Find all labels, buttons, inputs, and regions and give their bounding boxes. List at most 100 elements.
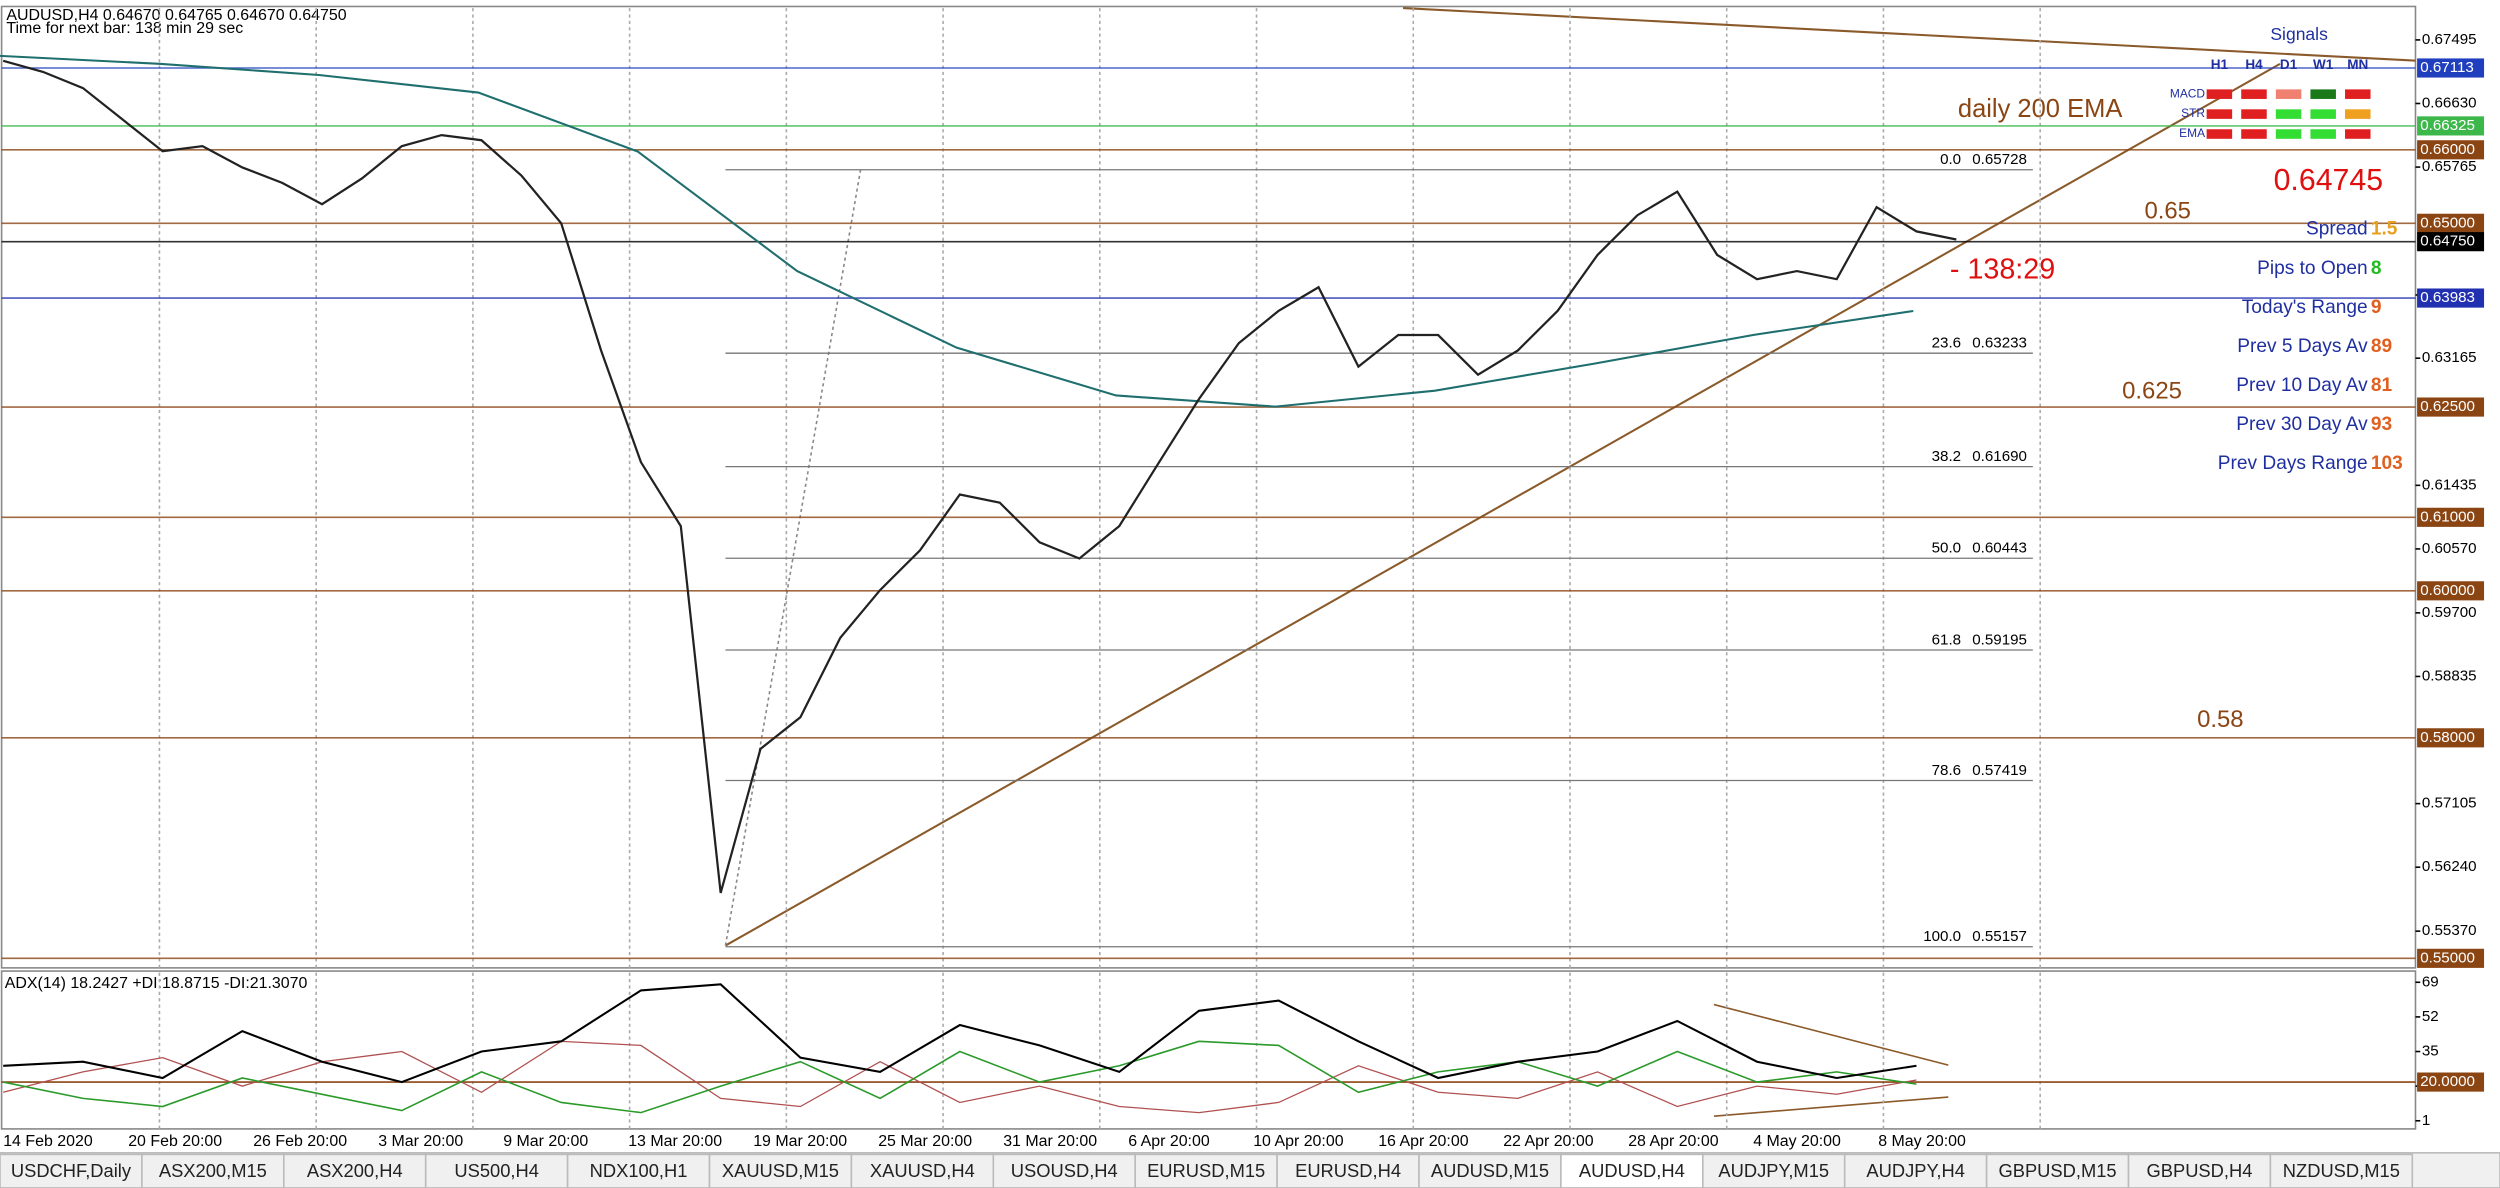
time-label: 31 Mar 20:00 (1003, 1133, 1097, 1150)
tab-label[interactable]: GBPUSD,M15 (1998, 1160, 2116, 1181)
time-label: 6 Apr 20:00 (1128, 1133, 1210, 1150)
adx-trend-line (1713, 1096, 1949, 1117)
tab-label[interactable]: EURUSD,H4 (1295, 1160, 1401, 1181)
plus-di-line (3, 1040, 1917, 1114)
fib-ratio: 38.2 (1932, 448, 1961, 465)
tab[interactable] (708, 1153, 853, 1188)
ema-200-line (0, 54, 1914, 408)
time-label: 10 Apr 20:00 (1253, 1133, 1344, 1150)
price-tick-label: 0.66630 (2422, 94, 2477, 111)
adx-line (3, 983, 1917, 1084)
signal-cell (2241, 89, 2267, 99)
stat-label: Prev 30 Day Av (2236, 414, 2368, 435)
signal-row-label: STR (2181, 106, 2205, 120)
level-label-bg (2417, 140, 2485, 160)
stat-value: 81 (2371, 375, 2393, 396)
level-label-bg (2417, 948, 2485, 968)
level-annotation: 0.58 (2197, 706, 2244, 733)
bid-price: 0.64745 (2274, 164, 2383, 197)
level-label: 0.61000 (2420, 508, 2475, 525)
tab[interactable] (141, 1153, 285, 1188)
signal-cell (2310, 109, 2336, 119)
time-label: 4 May 20:00 (1753, 1133, 1841, 1150)
tab[interactable] (1418, 1153, 1562, 1188)
stat-label: Today's Range (2242, 297, 2368, 318)
tab-label[interactable]: AUDJPY,M15 (1718, 1160, 1829, 1181)
tab[interactable] (1560, 1153, 1704, 1188)
tab[interactable] (2269, 1153, 2414, 1188)
tab[interactable] (283, 1153, 427, 1188)
price-tick-label: 0.65765 (2422, 158, 2477, 175)
signal-cell (2275, 89, 2302, 99)
level-annotation: 0.65 (2144, 197, 2191, 224)
stat-label: Prev 5 Days Av (2237, 336, 2368, 357)
tab-label[interactable]: XAUUSD,H4 (870, 1160, 975, 1181)
level-label-bg (2417, 288, 2485, 308)
time-label: 13 Mar 20:00 (628, 1133, 722, 1150)
fib-ratio: 61.8 (1932, 631, 1961, 648)
price-tick-label: 0.59700 (2422, 604, 2477, 621)
time-label: 22 Apr 20:00 (1503, 1133, 1594, 1150)
tab-label[interactable]: XAUUSD,M15 (722, 1160, 839, 1181)
adx-trend-line (1713, 1003, 1949, 1066)
tab-label[interactable]: USOUSD,H4 (1011, 1160, 1118, 1181)
level-label: 0.58000 (2420, 729, 2475, 746)
tab-label[interactable]: ASX200,M15 (159, 1160, 267, 1181)
level-label-bg (2417, 507, 2485, 527)
stat-label: Spread (2306, 219, 2368, 240)
stat-label: Pips to Open (2257, 258, 2368, 279)
tab-label[interactable]: AUDUSD,M15 (1431, 1160, 1549, 1181)
signal-cell (2345, 89, 2371, 99)
trend-line (724, 62, 2281, 947)
adx-panel (0, 970, 2417, 1130)
level-label: 0.55000 (2420, 949, 2475, 966)
level-label: 0.66325 (2420, 117, 2475, 134)
stat-label: Prev 10 Day Av (2236, 375, 2368, 396)
time-label: 26 Feb 20:00 (253, 1133, 347, 1150)
fib-price: 0.59195 (1972, 631, 2027, 648)
price-tick-label: 0.57105 (2422, 795, 2477, 812)
price-tick-label: 0.56240 (2422, 858, 2477, 875)
stat-value: 1.5 (2371, 219, 2398, 240)
fib-ratio: 50.0 (1932, 540, 1961, 557)
level-label: 0.63983 (2420, 289, 2475, 306)
time-label: 16 Apr 20:00 (1378, 1133, 1469, 1150)
tab[interactable] (424, 1153, 569, 1188)
signal-cell (2206, 129, 2233, 139)
symbol-info: AUDUSD,H4 0.64670 0.64765 0.64670 0.6475… (6, 7, 346, 24)
fib-anchor (724, 167, 862, 946)
price-tick-label: 0.61435 (2422, 476, 2477, 493)
adx-tick-label: 69 (2422, 973, 2439, 990)
adx-tick-label: 52 (2422, 1008, 2439, 1025)
stat-value: 103 (2371, 453, 2403, 474)
signal-row-label: MACD (2170, 86, 2206, 100)
tab-label[interactable]: USDCHF,Daily (11, 1160, 132, 1181)
tab-label[interactable]: US500,H4 (454, 1160, 539, 1181)
time-label: 9 Mar 20:00 (503, 1133, 588, 1150)
price-line (2, 59, 1957, 894)
level-label: 0.62500 (2420, 398, 2475, 415)
stat-value: 89 (2371, 336, 2392, 357)
signal-cell (2241, 129, 2267, 139)
adx-label: ADX(14) 18.2427 +DI:18.8715 -DI:21.3070 (5, 975, 308, 992)
signals-title: Signals (2270, 24, 2328, 44)
level-label-bg (2417, 397, 2485, 417)
tab-label[interactable]: NDX100,H1 (590, 1160, 688, 1181)
stat-value: 8 (2371, 258, 2382, 279)
price-tick-label: 0.67495 (2422, 31, 2477, 48)
tab-label[interactable]: AUDUSD,H4 (1579, 1160, 1685, 1181)
tab-label[interactable]: NZDUSD,M15 (2283, 1160, 2400, 1181)
tab-label[interactable]: EURUSD,M15 (1147, 1160, 1265, 1181)
fib-price: 0.60443 (1972, 540, 2027, 557)
tab-label[interactable]: AUDJPY,H4 (1866, 1160, 1964, 1181)
tab-label[interactable]: GBPUSD,H4 (2146, 1160, 2252, 1181)
signal-cell (2206, 109, 2233, 119)
tab-label[interactable]: ASX200,H4 (307, 1160, 403, 1181)
time-label: 20 Feb 20:00 (128, 1133, 222, 1150)
signal-cell (2345, 129, 2371, 139)
level-label: 0.65000 (2420, 214, 2475, 231)
fib-ratio: 78.6 (1932, 762, 1961, 779)
signal-cell (2275, 109, 2302, 119)
